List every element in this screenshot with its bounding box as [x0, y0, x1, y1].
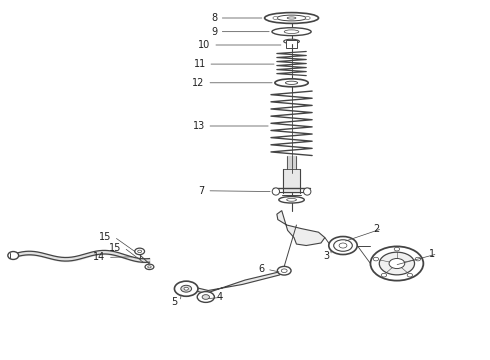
Ellipse shape — [265, 13, 318, 23]
Text: 6: 6 — [259, 264, 265, 274]
Text: 7: 7 — [198, 186, 205, 196]
Polygon shape — [186, 271, 284, 293]
Ellipse shape — [8, 252, 19, 260]
Ellipse shape — [389, 258, 405, 269]
Ellipse shape — [275, 79, 308, 87]
Ellipse shape — [339, 243, 347, 248]
Text: 9: 9 — [211, 27, 217, 37]
Text: 1: 1 — [429, 249, 435, 259]
Ellipse shape — [138, 250, 142, 253]
Ellipse shape — [284, 30, 299, 33]
Text: 12: 12 — [193, 78, 205, 88]
Text: 15: 15 — [99, 232, 112, 242]
Text: 8: 8 — [211, 13, 217, 23]
Ellipse shape — [272, 188, 280, 195]
Ellipse shape — [394, 247, 400, 251]
Text: 13: 13 — [193, 121, 205, 131]
Ellipse shape — [381, 273, 387, 277]
Polygon shape — [277, 211, 325, 246]
Text: 5: 5 — [172, 297, 178, 307]
Text: 15: 15 — [109, 243, 122, 253]
Ellipse shape — [329, 237, 357, 255]
Ellipse shape — [145, 264, 154, 270]
Ellipse shape — [305, 17, 310, 19]
Ellipse shape — [148, 266, 151, 268]
Ellipse shape — [285, 81, 297, 85]
Text: 4: 4 — [217, 292, 223, 302]
Ellipse shape — [281, 269, 287, 273]
Text: 3: 3 — [323, 251, 329, 261]
Ellipse shape — [415, 257, 420, 261]
Ellipse shape — [284, 39, 299, 44]
Ellipse shape — [272, 28, 311, 36]
Ellipse shape — [379, 252, 415, 275]
Ellipse shape — [287, 198, 296, 201]
Text: 14: 14 — [93, 252, 105, 262]
Ellipse shape — [174, 281, 198, 296]
Ellipse shape — [277, 15, 306, 21]
Ellipse shape — [277, 266, 291, 275]
Ellipse shape — [273, 17, 278, 19]
Ellipse shape — [334, 240, 352, 251]
Ellipse shape — [202, 294, 210, 300]
Ellipse shape — [287, 17, 296, 19]
Text: 2: 2 — [373, 224, 380, 234]
Polygon shape — [186, 271, 284, 293]
Ellipse shape — [407, 273, 413, 277]
Text: 11: 11 — [194, 59, 206, 69]
Ellipse shape — [181, 285, 192, 292]
Ellipse shape — [370, 247, 423, 281]
Ellipse shape — [373, 257, 379, 261]
Ellipse shape — [184, 287, 188, 290]
Ellipse shape — [135, 248, 145, 255]
Ellipse shape — [197, 292, 214, 302]
FancyBboxPatch shape — [286, 40, 297, 48]
Ellipse shape — [279, 197, 304, 203]
Ellipse shape — [303, 188, 311, 195]
Text: 10: 10 — [198, 40, 211, 50]
